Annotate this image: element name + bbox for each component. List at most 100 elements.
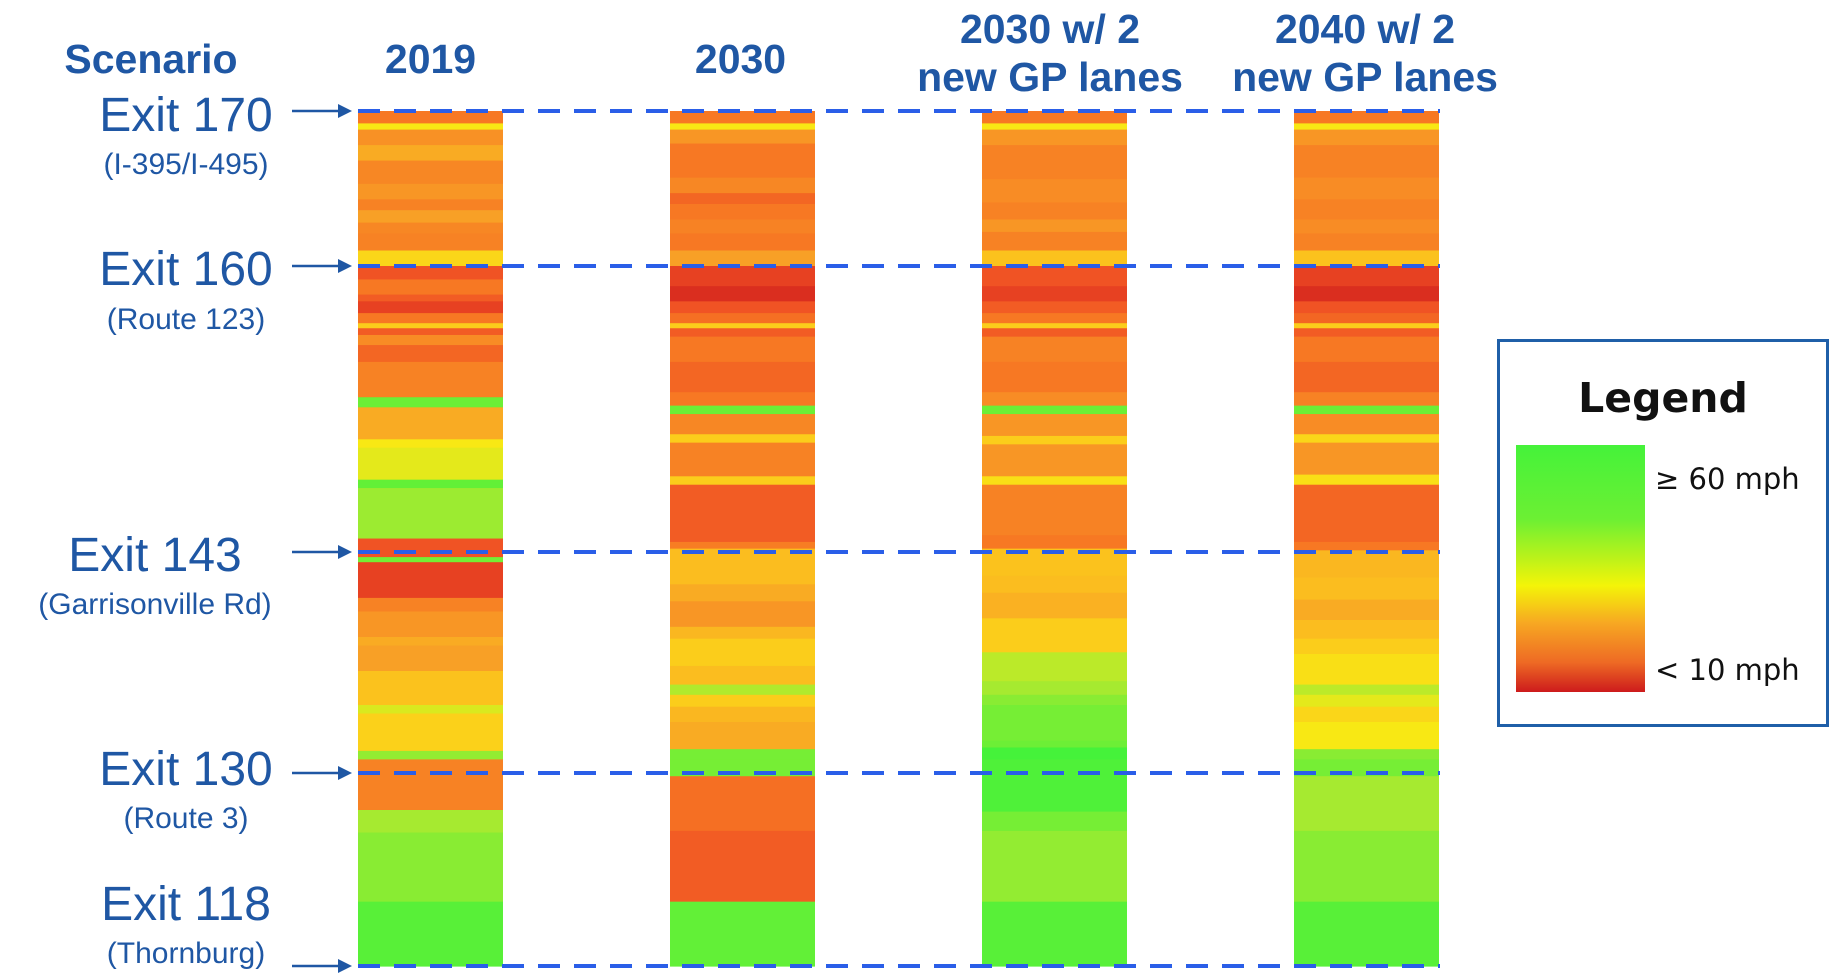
speed-segment [1294, 145, 1439, 179]
speed-segment [670, 328, 815, 338]
speed-segment [358, 479, 503, 489]
speed-segment [1294, 219, 1439, 235]
exit-arrowhead-icon [338, 766, 352, 780]
speed-segment [670, 204, 815, 221]
speed-segment [358, 334, 503, 346]
speed-segment [358, 111, 503, 124]
speed-segment [982, 830, 1127, 903]
speed-segment [670, 361, 815, 393]
speed-segment [358, 323, 503, 329]
speed-segment [358, 279, 503, 296]
speed-segment [1294, 577, 1439, 601]
speed-segment [670, 665, 815, 686]
speed-segment [982, 747, 1127, 760]
speed-segment [358, 361, 503, 398]
speed-segment [982, 592, 1127, 619]
speed-segment [670, 233, 815, 252]
speed-segment [982, 705, 1127, 742]
speed-segment [1294, 328, 1439, 338]
legend: Legend ≥ 60 mph < 10 mph [1497, 339, 1829, 727]
speed-segment [1294, 313, 1439, 324]
speed-segment [982, 111, 1127, 124]
speed-segment [358, 562, 503, 599]
scenario-header: Scenario [64, 36, 238, 82]
speed-segment [982, 250, 1127, 267]
speed-segment [358, 439, 503, 449]
speed-segment [982, 476, 1127, 486]
speed-segment [670, 694, 815, 708]
exit-label-118: Exit 118 [101, 878, 271, 931]
speed-segment [358, 637, 503, 647]
speed-segment [982, 202, 1127, 221]
column-header-line1: 2019 [384, 36, 477, 82]
speed-segment [982, 231, 1127, 252]
speed-segment [982, 266, 1127, 287]
speed-segment [982, 129, 1127, 146]
speed-segment [1294, 654, 1439, 686]
speed-segment [1294, 638, 1439, 655]
speed-segment [1294, 336, 1439, 363]
speed-segment [670, 143, 815, 179]
speed-segment [358, 328, 503, 336]
speed-segment [982, 575, 1127, 594]
speed-segment [1294, 250, 1439, 267]
speed-segment [670, 250, 815, 267]
speed-segment [982, 361, 1127, 393]
speed-segment [358, 183, 503, 200]
speed-segment [358, 233, 503, 252]
exit-label-143: Exit 143 [68, 529, 242, 582]
column-header-2030-gp: 2030 w/ 2 new GP lanes [895, 5, 1205, 101]
speed-segment [1294, 684, 1439, 696]
speed-segment [358, 210, 503, 224]
speed-segment [1294, 722, 1439, 750]
speed-segment [670, 129, 815, 145]
speed-segment [670, 111, 815, 124]
speed-segment [358, 538, 503, 558]
speed-segment [1294, 177, 1439, 200]
speed-segment [982, 405, 1127, 415]
speed-segment [670, 323, 815, 329]
speed-segment [982, 323, 1127, 329]
speed-segment [982, 414, 1127, 437]
scenario-column-3 [1294, 111, 1439, 967]
speed-segment [670, 414, 815, 435]
speed-segment [358, 705, 503, 715]
speed-segment [358, 145, 503, 162]
speed-segment [1294, 392, 1439, 407]
speed-segment [358, 645, 503, 672]
speed-segment [670, 638, 815, 667]
speed-segment [982, 219, 1127, 233]
speed-segment [1294, 129, 1439, 146]
column-header-line1: 2030 [694, 36, 787, 82]
speed-segment [670, 684, 815, 696]
speed-segment [982, 618, 1127, 653]
speed-segment [670, 193, 815, 205]
legend-color-gradient [1516, 445, 1645, 692]
speed-segment [670, 830, 815, 903]
speed-segment [670, 541, 815, 550]
speed-segment [670, 392, 815, 407]
speed-segment [982, 286, 1127, 302]
exit-label-160: Exit 160 [99, 243, 273, 296]
speed-segment [982, 392, 1127, 407]
speed-segment [982, 535, 1127, 550]
speed-segment [358, 199, 503, 211]
speed-segment [670, 476, 815, 486]
speed-segment [982, 123, 1127, 131]
speed-segment [670, 776, 815, 832]
speed-segment [670, 759, 815, 777]
speed-segment [358, 129, 503, 146]
exit-sublabel-130: (Route 3) [123, 802, 249, 835]
speed-segment [358, 447, 503, 481]
speed-segment [1294, 233, 1439, 252]
scenario-column-1 [670, 111, 815, 967]
speed-segment [358, 345, 503, 363]
scenario-column-2 [982, 111, 1127, 967]
column-header-2040-gp: 2040 w/ 2 new GP lanes [1210, 5, 1520, 101]
speed-segment [1294, 405, 1439, 415]
speed-segment [670, 442, 815, 477]
speed-segment [1294, 541, 1439, 551]
speed-segment [1294, 123, 1439, 131]
column-header-line1: 2030 w/ 2 [959, 6, 1141, 52]
speed-segment [358, 611, 503, 638]
